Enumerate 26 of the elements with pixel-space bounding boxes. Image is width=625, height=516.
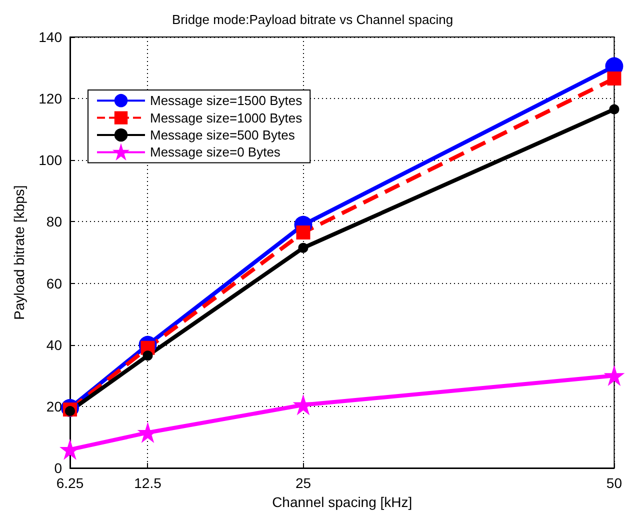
y-tick-label: 20 xyxy=(46,398,62,414)
y-tick-label: 60 xyxy=(46,275,62,292)
y-tick-label: 120 xyxy=(38,90,62,107)
y-tick-label: 140 xyxy=(38,29,62,45)
x-tick-label: 25 xyxy=(295,475,312,491)
x-axis-title: Channel spacing [kHz] xyxy=(272,494,412,510)
x-tick-label: 6.25 xyxy=(56,475,84,491)
chart-title: Bridge mode:Payload bitrate vs Channel spacing xyxy=(172,12,454,27)
point xyxy=(296,225,310,240)
point xyxy=(609,104,620,114)
point xyxy=(604,366,624,386)
point xyxy=(294,395,313,414)
y-tick-label: 80 xyxy=(46,214,62,230)
y-tick-label: 100 xyxy=(38,152,62,168)
point xyxy=(298,242,308,253)
legend-label: Message size=0 Bytes xyxy=(150,144,281,160)
point xyxy=(142,350,153,361)
x-tick-label: 50 xyxy=(606,475,622,491)
y-axis-title: Payload bitrate [kbps] xyxy=(11,185,27,320)
x-tick-label: 12.5 xyxy=(134,475,162,491)
legend-label: Message size=1500 Bytes xyxy=(150,93,303,108)
y-tick-label: 40 xyxy=(46,336,62,353)
legend-label: Message size=1000 Bytes xyxy=(150,110,303,126)
y-tick-label: 0 xyxy=(54,460,62,476)
legend-label: Message size=500 Bytes xyxy=(150,128,296,142)
point xyxy=(607,72,622,86)
